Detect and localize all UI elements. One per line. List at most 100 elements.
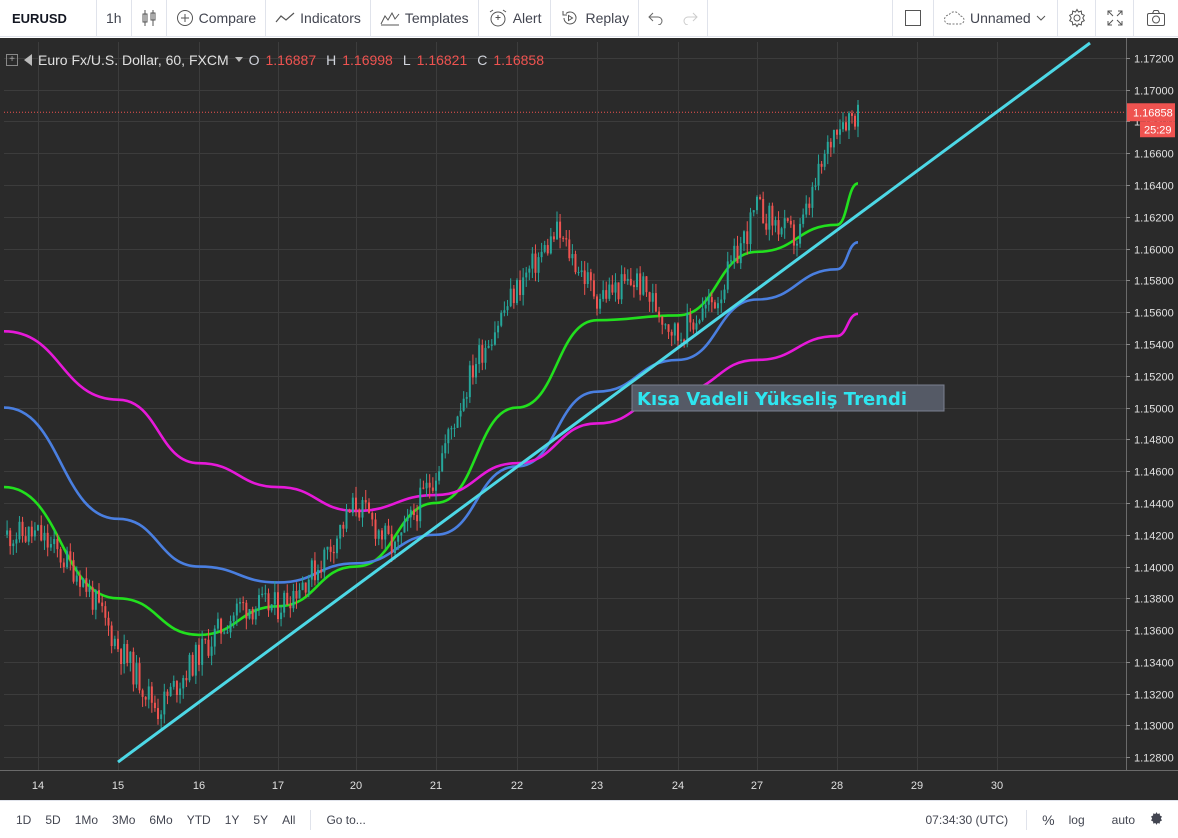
chart-canvas[interactable]: Kısa Vadeli Yükseliş Trendi 1.12800 1.130… [0,38,1178,800]
candle-down [107,617,110,626]
compare-button[interactable]: Compare [167,0,267,37]
screenshot-button[interactable] [1134,0,1178,37]
auto-scale-toggle[interactable]: auto [1111,812,1135,827]
caret-down-icon[interactable] [234,57,243,63]
candle-down [21,521,24,537]
collapse-legend-icon[interactable]: + [6,54,18,66]
candle-down [546,245,549,254]
candle-up [456,416,459,428]
candle-down [786,218,789,221]
candle-down [304,582,307,593]
settings-button[interactable] [1058,0,1096,37]
range-button[interactable]: All [282,812,296,827]
candle-down [759,196,762,200]
alarm-clock-icon [488,8,508,28]
candle-down [387,525,390,535]
candle-down [605,290,608,299]
candle-up [490,344,493,346]
uptrend-line[interactable] [117,41,1091,764]
range-button[interactable]: 5D [45,812,61,827]
replay-button[interactable]: Replay [551,0,640,37]
range-button[interactable]: 1Mo [74,812,99,827]
candle-down [166,691,169,696]
candle-up [707,297,710,305]
candle-up [636,273,638,288]
templates-button[interactable]: Templates [371,0,479,37]
range-button[interactable]: 6Mo [149,812,173,827]
chart-type-button[interactable] [132,0,167,37]
interval-button[interactable]: 1h [97,0,132,37]
time-tick-label: 20 [350,780,362,792]
bottom-right-group: 07:34:30 (UTC) % log auto [915,809,1178,830]
price-tick-label: 1.14000 [1134,563,1174,575]
chart-pane[interactable]: Kısa Vadeli Yükseliş Trendi 1.12800 1.130… [0,38,1178,800]
cloud-icon [943,10,965,26]
candle-down [713,302,716,309]
undo-button[interactable] [639,0,673,37]
candle-down [175,680,178,695]
candle-down [416,515,419,522]
clock-time[interactable]: 07:34:30 (UTC) [925,812,1009,827]
candle-down [242,602,245,604]
candle-up [438,471,441,481]
candle-down [358,509,361,518]
range-button[interactable]: YTD [186,812,211,827]
price-tick-label: 1.13200 [1134,690,1174,702]
alert-button[interactable]: Alert [479,0,552,37]
range-button[interactable]: 3Mo [112,812,136,827]
candle-up [336,538,338,554]
time-tick-label: 24 [672,780,684,792]
top-toolbar: EURUSD 1h Compare Indicators Templates A… [0,0,1178,37]
scale-settings-button[interactable] [1142,811,1178,829]
candle-down [762,199,765,224]
candle-up [749,212,752,245]
candle-down [198,644,200,665]
goto-button[interactable]: Go to... [326,812,366,827]
candle-up [317,569,319,581]
candle-up [799,223,802,244]
moving-average-magenta [3,312,859,513]
candle-down [639,273,642,295]
candle-down [617,282,620,300]
range-button[interactable]: 1Y [224,812,240,827]
fullscreen-selection-button[interactable] [892,0,934,37]
range-button[interactable]: 1D [16,812,32,827]
candle-down [667,324,670,332]
fullscreen-button[interactable] [1096,0,1134,37]
price-tick-label: 1.12800 [1134,753,1174,765]
candle-up [783,218,786,229]
candle-up [726,261,729,290]
symbol-title[interactable]: Euro Fx/U.S. Dollar, 60, FXCM [38,52,229,68]
candle-down [746,231,749,245]
candle-down [332,551,335,554]
candle-up [453,427,456,429]
candle-down [104,606,107,618]
moving-average-green [3,182,859,637]
candle-down [85,578,88,592]
candle-down [295,590,298,599]
range-button[interactable]: 5Y [253,812,269,827]
candle-down [512,288,515,304]
moving-average-blue [3,240,859,584]
candle-up [802,214,805,224]
candle-down [381,530,383,540]
fullscreen-icon [1106,9,1124,27]
symbol-search[interactable]: EURUSD [0,0,97,37]
price-axis-background[interactable] [1126,38,1178,800]
trend-annotation[interactable]: Kısa Vadeli Yükseliş Trendi [631,384,945,412]
candle-up [493,332,496,345]
candle-up [522,277,525,296]
interval-label: 1h [106,10,122,26]
candle-up [620,274,623,300]
log-scale-toggle[interactable]: log [1068,812,1085,827]
percent-scale-toggle[interactable]: % [1042,811,1055,828]
candle-up [704,304,707,309]
templates-icon [380,10,400,26]
candle-down [120,649,123,665]
indicators-button[interactable]: Indicators [266,0,371,37]
candle-down [792,224,795,246]
candle-down [69,551,72,561]
layout-menu-button[interactable]: Unnamed [934,0,1058,37]
indicators-icon [275,11,295,25]
redo-button[interactable] [673,0,709,37]
